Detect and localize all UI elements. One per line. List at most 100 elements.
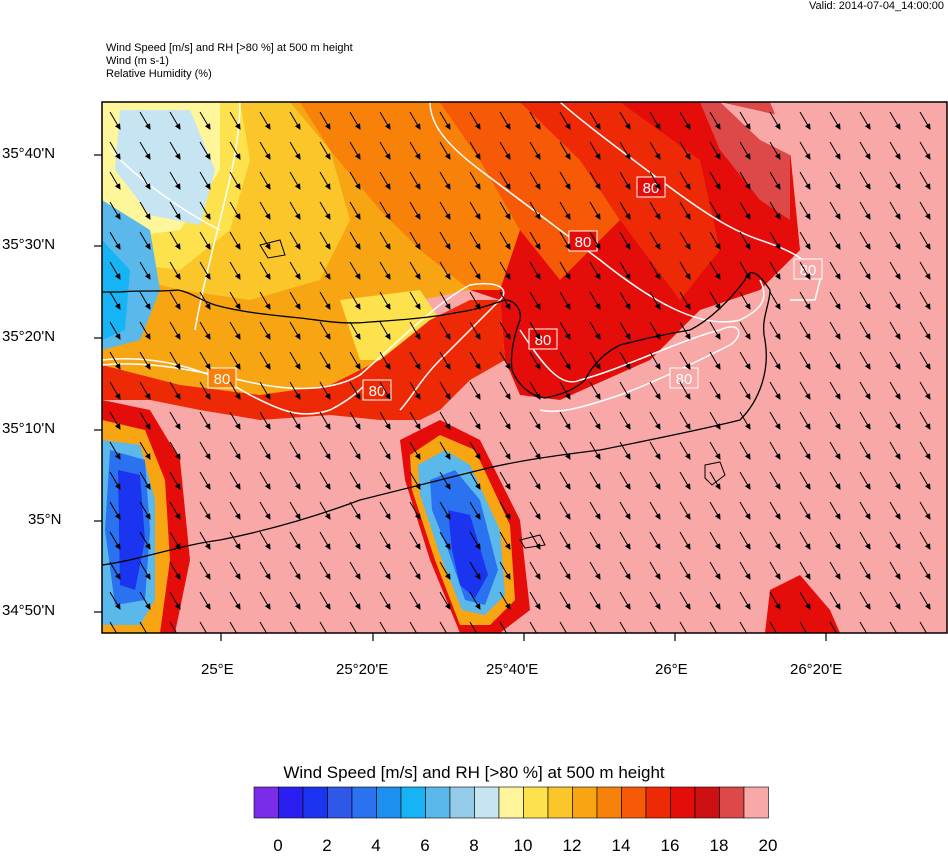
wind-arrow <box>529 201 541 220</box>
wind-arrow <box>919 441 931 460</box>
wind-arrow <box>739 441 751 460</box>
wind-arrow <box>529 381 541 400</box>
svg-text:80: 80 <box>214 371 231 388</box>
wind-arrow <box>559 201 571 220</box>
wind-arrow <box>769 411 781 430</box>
colorbar-label: 16 <box>660 836 680 855</box>
wind-arrow <box>679 561 691 580</box>
wind-arrow <box>169 441 181 460</box>
wind-arrow <box>649 561 661 580</box>
wind-arrow <box>379 591 391 610</box>
wind-arrow <box>379 471 391 490</box>
wind-arrow <box>499 111 511 130</box>
wind-arrow <box>529 501 541 520</box>
wind-arrow <box>169 381 181 400</box>
wind-arrow <box>289 111 301 130</box>
wind-arrow <box>439 171 451 190</box>
wind-arrow <box>349 321 361 340</box>
wind-arrow <box>529 411 541 430</box>
lon-label: 25°20'E <box>336 661 389 678</box>
wind-arrow <box>439 261 451 280</box>
lon-label: 26°E <box>655 661 688 678</box>
wind-arrow <box>139 411 151 430</box>
wind-arrow <box>109 621 118 633</box>
wind-arrow <box>409 171 421 190</box>
wind-arrow <box>589 171 601 190</box>
wind-arrow <box>229 351 241 370</box>
wind-arrow <box>169 201 181 220</box>
lat-label: 35°20'N <box>2 328 56 345</box>
wind-arrow <box>499 231 511 250</box>
wind-arrow <box>679 291 691 310</box>
wind-arrow <box>139 561 151 580</box>
wind-arrow <box>319 111 331 130</box>
wind-arrow <box>109 411 121 430</box>
wind-arrow <box>409 201 421 220</box>
wind-arrow <box>169 291 181 310</box>
wind-arrow <box>859 381 871 400</box>
colorbar-label: 4 <box>371 836 381 855</box>
wind-arrow <box>259 231 271 250</box>
wind-arrow <box>379 321 391 340</box>
wind-arrow <box>199 141 211 160</box>
contour-labels: 80 80 80 80 80 80 80 <box>207 176 823 401</box>
wind-arrow <box>199 261 211 280</box>
wind-arrow <box>469 111 481 130</box>
wind-arrow <box>589 591 601 610</box>
wind-arrow <box>709 471 721 490</box>
wind-arrow <box>499 351 511 370</box>
wind-arrow <box>409 411 421 430</box>
wind-arrow <box>109 381 121 400</box>
svg-text:80: 80 <box>369 383 386 400</box>
wind-arrow <box>769 561 781 580</box>
colorbar-swatch <box>327 786 353 819</box>
wind-arrow <box>109 171 121 190</box>
lon-label: 25°E <box>201 661 234 678</box>
wind-arrow <box>739 561 751 580</box>
wind-arrow <box>919 471 931 490</box>
wind-arrow <box>919 561 931 580</box>
wind-arrow <box>349 291 361 310</box>
wind-arrow <box>529 471 541 490</box>
wind-arrow <box>589 501 601 520</box>
wind-arrow <box>289 351 301 370</box>
wind-arrow <box>619 171 631 190</box>
wind-arrow <box>319 621 328 633</box>
wind-arrow <box>199 291 211 310</box>
wind-arrow <box>859 321 871 340</box>
wind-arrow <box>769 201 781 220</box>
wind-arrow <box>919 141 931 160</box>
wind-arrow <box>529 591 541 610</box>
wind-arrow <box>679 261 691 280</box>
wind-arrow <box>769 171 781 190</box>
wind-arrow <box>109 441 121 460</box>
wind-arrow <box>319 501 331 520</box>
wind-arrow <box>349 561 361 580</box>
wind-arrow <box>289 231 301 250</box>
wind-arrow <box>649 171 661 190</box>
wind-arrow <box>259 351 271 370</box>
wind-arrow <box>169 141 181 160</box>
wind-arrow <box>799 471 811 490</box>
wind-arrow <box>349 111 361 130</box>
wind-arrow <box>259 441 271 460</box>
wind-arrow <box>379 111 391 130</box>
wind-arrow <box>529 261 541 280</box>
wind-arrow <box>559 531 571 550</box>
wind-arrow <box>919 531 931 550</box>
wind-arrow <box>889 411 901 430</box>
wind-arrow <box>769 501 781 520</box>
wind-arrow <box>589 261 601 280</box>
wind-arrow <box>199 381 211 400</box>
wind-arrow <box>919 111 931 130</box>
wind-arrow <box>469 321 481 340</box>
wind-arrow <box>709 441 721 460</box>
wind-arrow <box>529 351 541 370</box>
wind-arrow <box>799 351 811 370</box>
wind-arrow <box>259 411 271 430</box>
wind-arrow <box>139 351 151 370</box>
wind-arrow <box>679 231 691 250</box>
wind-arrow <box>349 501 361 520</box>
wind-arrow <box>679 141 691 160</box>
wind-arrow <box>709 261 721 280</box>
